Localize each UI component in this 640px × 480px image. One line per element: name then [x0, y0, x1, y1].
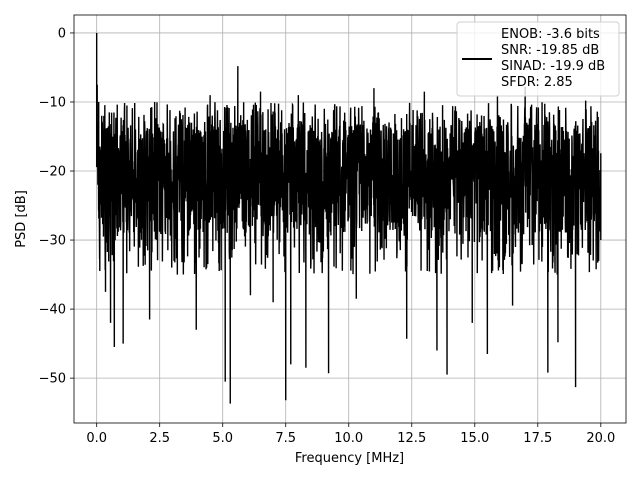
x-tick-label: 15.0	[460, 431, 489, 446]
legend-box	[456, 21, 620, 97]
x-tick-label: 5.0	[212, 431, 233, 446]
legend-entry-line: SNR: -19.85 dB	[501, 43, 599, 58]
y-axis-ticks: 0 −10 −20 −30 −40 −50	[39, 26, 74, 387]
plot-area	[95, 32, 602, 404]
y-tick-label: −10	[39, 95, 66, 110]
y-tick-label: −40	[39, 303, 66, 318]
legend: ENOB: -3.6 bits SNR: -19.85 dB SINAD: -19.…	[456, 21, 620, 97]
psd-series-line	[95, 32, 602, 404]
x-axis-ticks: 0.0 2.5 5.0 7.5 10.0 12.5 15.0 17.5 20.0	[86, 423, 615, 446]
y-tick-label: 0	[58, 26, 66, 41]
y-tick-label: −20	[39, 165, 66, 180]
y-tick-label: −50	[39, 372, 66, 387]
x-tick-label: 0.0	[86, 431, 107, 446]
x-tick-label: 10.0	[334, 431, 363, 446]
legend-entry-line: ENOB: -3.6 bits	[501, 27, 600, 42]
legend-entry-line: SFDR: 2.85	[501, 75, 573, 90]
plot-frame	[73, 14, 627, 424]
y-tick-label: −30	[39, 234, 66, 249]
x-tick-label: 2.5	[149, 431, 170, 446]
y-axis-label: PSD [dB]	[14, 190, 29, 248]
series-group	[95, 32, 602, 404]
x-tick-label: 12.5	[397, 431, 426, 446]
legend-entry-line: SINAD: -19.9 dB	[501, 59, 605, 74]
x-axis-label: Frequency [MHz]	[295, 451, 404, 466]
x-tick-label: 20.0	[586, 431, 615, 446]
legend-entry: ENOB: -3.6 bits SNR: -19.85 dB SINAD: -19.…	[501, 27, 605, 90]
x-tick-label: 17.5	[523, 431, 552, 446]
x-tick-label: 7.5	[275, 431, 296, 446]
